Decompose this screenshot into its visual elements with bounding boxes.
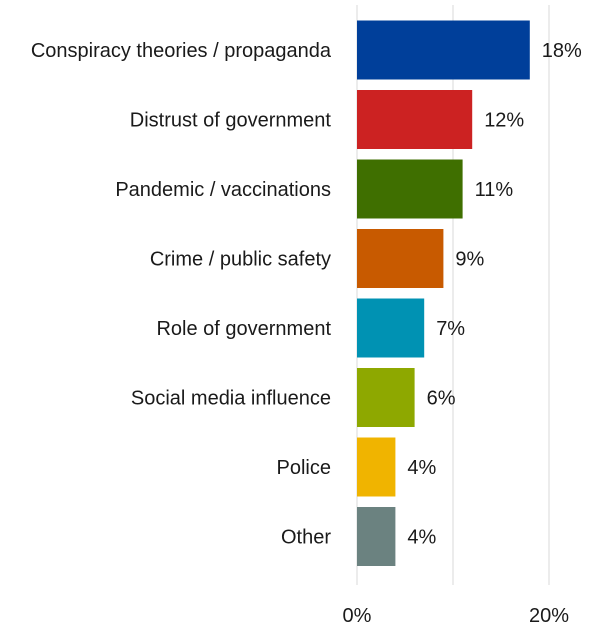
value-labels: 18% 12% 11% 9% 7% 6% 4% 4% <box>407 40 582 549</box>
category-label-7: Other <box>281 527 331 549</box>
category-label-1: Distrust of government <box>130 110 332 132</box>
value-label-2: 11% <box>475 179 514 201</box>
value-label-5: 6% <box>427 388 456 410</box>
bar-7 <box>357 507 396 566</box>
value-label-1: 12% <box>484 110 524 132</box>
value-label-6: 4% <box>407 457 436 479</box>
x-axis-ticks: 0% 20% <box>343 605 570 627</box>
bar-2 <box>357 159 463 219</box>
category-label-6: Police <box>277 457 331 479</box>
category-labels: Conspiracy theories / propaganda Distrust… <box>31 40 332 549</box>
bars <box>357 20 530 566</box>
x-tick-label-1: 20% <box>529 605 569 627</box>
category-label-3: Crime / public safety <box>150 249 331 271</box>
bar-6 <box>357 437 396 497</box>
value-label-0: 18% <box>542 40 582 62</box>
category-label-2: Pandemic / vaccinations <box>115 179 331 201</box>
value-label-7: 4% <box>407 527 436 549</box>
bar-0 <box>357 20 530 80</box>
category-label-4: Role of government <box>156 318 331 340</box>
value-label-4: 7% <box>436 318 465 340</box>
category-label-0: Conspiracy theories / propaganda <box>31 40 332 62</box>
value-label-3: 9% <box>455 249 484 271</box>
bar-5 <box>357 368 415 427</box>
bar-1 <box>357 90 473 149</box>
x-tick-label-0: 0% <box>343 605 372 627</box>
bar-3 <box>357 229 444 288</box>
bar-4 <box>357 298 425 358</box>
category-label-5: Social media influence <box>131 388 331 410</box>
